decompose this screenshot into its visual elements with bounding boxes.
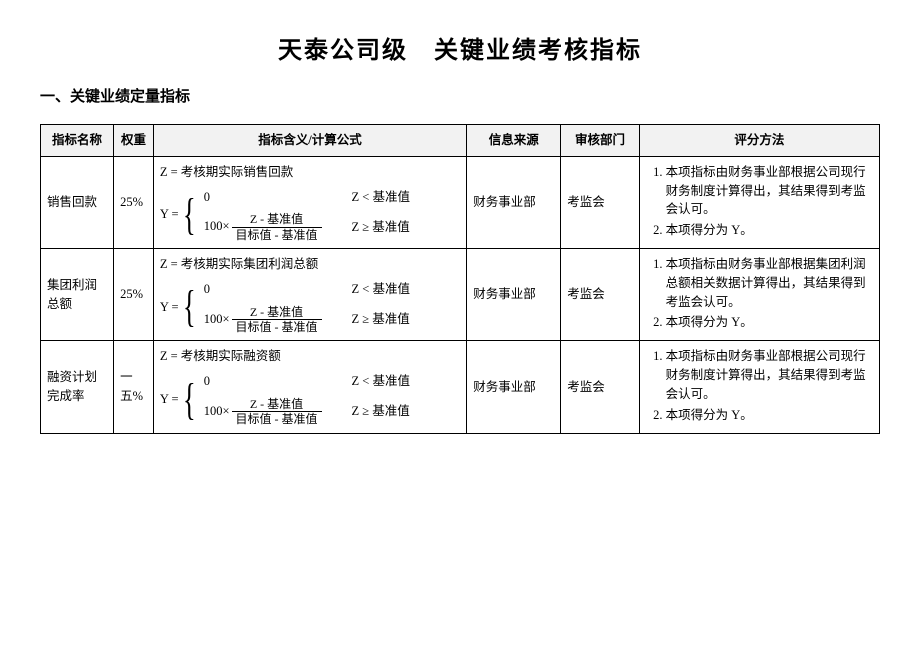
scoring-item: 本项得分为 Y。 bbox=[666, 313, 873, 332]
cell-scoring: 本项指标由财务事业部根据集团利润总额相关数据计算得出，其结果得到考监会认可。本项… bbox=[639, 249, 879, 341]
col-dept: 审核部门 bbox=[561, 125, 639, 157]
col-weight: 权重 bbox=[114, 125, 154, 157]
cell-source: 财务事业部 bbox=[467, 249, 561, 341]
table-row: 销售回款25% Z = 考核期实际销售回款 Y ={0 Z < 基准值 100×Z - … bbox=[41, 156, 880, 248]
case2-expr: 100×Z - 基准值目标值 - 基准值 bbox=[204, 212, 324, 242]
scoring-list: 本项指标由财务事业部根据公司现行财务制度计算得出，其结果得到考监会认可。本项得分… bbox=[646, 163, 873, 240]
case1-cond: Z < 基准值 bbox=[352, 280, 410, 299]
case2-cond: Z ≥ 基准值 bbox=[352, 218, 410, 237]
case2-expr: 100×Z - 基准值目标值 - 基准值 bbox=[204, 305, 324, 335]
table-row: 集团利润总额25% Z = 考核期实际集团利润总额 Y ={0 Z < 基准值 100×… bbox=[41, 249, 880, 341]
cell-source: 财务事业部 bbox=[467, 156, 561, 248]
cell-weight: 25% bbox=[114, 249, 154, 341]
cell-source: 财务事业部 bbox=[467, 341, 561, 433]
case2-cond: Z ≥ 基准值 bbox=[352, 310, 410, 329]
table-row: 融资计划完成率一五% Z = 考核期实际融资额 Y ={0 Z < 基准值 100×Z … bbox=[41, 341, 880, 433]
z-definition: Z = 考核期实际销售回款 bbox=[160, 163, 460, 182]
section-heading: 一、关键业绩定量指标 bbox=[40, 85, 880, 106]
kpi-table: 指标名称 权重 指标含义/计算公式 信息来源 审核部门 评分方法 销售回款25%… bbox=[40, 124, 880, 434]
case1-expr: 0 bbox=[204, 188, 324, 207]
scoring-item: 本项指标由财务事业部根据公司现行财务制度计算得出，其结果得到考监会认可。 bbox=[666, 163, 873, 219]
cell-name: 集团利润总额 bbox=[41, 249, 114, 341]
scoring-list: 本项指标由财务事业部根据公司现行财务制度计算得出，其结果得到考监会认可。本项得分… bbox=[646, 347, 873, 424]
col-formula: 指标含义/计算公式 bbox=[153, 125, 466, 157]
y-equals: Y = bbox=[160, 390, 179, 409]
cell-dept: 考监会 bbox=[561, 156, 639, 248]
piecewise-formula: Y ={0 Z < 基准值 100×Z - 基准值目标值 - 基准值 Z ≥ 基准值 bbox=[160, 280, 460, 335]
cell-formula: Z = 考核期实际销售回款 Y ={0 Z < 基准值 100×Z - 基准值目标值 … bbox=[153, 156, 466, 248]
cell-scoring: 本项指标由财务事业部根据公司现行财务制度计算得出，其结果得到考监会认可。本项得分… bbox=[639, 156, 879, 248]
piecewise-formula: Y ={0 Z < 基准值 100×Z - 基准值目标值 - 基准值 Z ≥ 基准值 bbox=[160, 188, 460, 243]
cases: 0 Z < 基准值 100×Z - 基准值目标值 - 基准值 Z ≥ 基准值 bbox=[204, 280, 410, 335]
case2-cond: Z ≥ 基准值 bbox=[352, 402, 410, 421]
cell-weight: 25% bbox=[114, 156, 154, 248]
case1-cond: Z < 基准值 bbox=[352, 372, 410, 391]
cell-dept: 考监会 bbox=[561, 249, 639, 341]
brace-icon: { bbox=[183, 196, 196, 233]
case2-expr: 100×Z - 基准值目标值 - 基准值 bbox=[204, 397, 324, 427]
scoring-list: 本项指标由财务事业部根据集团利润总额相关数据计算得出，其结果得到考监会认可。本项… bbox=[646, 255, 873, 332]
cases: 0 Z < 基准值 100×Z - 基准值目标值 - 基准值 Z ≥ 基准值 bbox=[204, 188, 410, 243]
case1-expr: 0 bbox=[204, 372, 324, 391]
cell-name: 销售回款 bbox=[41, 156, 114, 248]
brace-icon: { bbox=[183, 288, 196, 325]
col-name: 指标名称 bbox=[41, 125, 114, 157]
cell-dept: 考监会 bbox=[561, 341, 639, 433]
piecewise-formula: Y ={0 Z < 基准值 100×Z - 基准值目标值 - 基准值 Z ≥ 基准值 bbox=[160, 372, 460, 427]
case1-expr: 0 bbox=[204, 280, 324, 299]
page-title: 天泰公司级 关键业绩考核指标 bbox=[40, 30, 880, 65]
table-header-row: 指标名称 权重 指标含义/计算公式 信息来源 审核部门 评分方法 bbox=[41, 125, 880, 157]
cases: 0 Z < 基准值 100×Z - 基准值目标值 - 基准值 Z ≥ 基准值 bbox=[204, 372, 410, 427]
col-source: 信息来源 bbox=[467, 125, 561, 157]
cell-weight: 一五% bbox=[114, 341, 154, 433]
cell-formula: Z = 考核期实际集团利润总额 Y ={0 Z < 基准值 100×Z - 基准值目标… bbox=[153, 249, 466, 341]
col-scoring: 评分方法 bbox=[639, 125, 879, 157]
y-equals: Y = bbox=[160, 205, 179, 224]
scoring-item: 本项指标由财务事业部根据公司现行财务制度计算得出，其结果得到考监会认可。 bbox=[666, 347, 873, 403]
cell-scoring: 本项指标由财务事业部根据公司现行财务制度计算得出，其结果得到考监会认可。本项得分… bbox=[639, 341, 879, 433]
scoring-item: 本项得分为 Y。 bbox=[666, 221, 873, 240]
y-equals: Y = bbox=[160, 298, 179, 317]
z-definition: Z = 考核期实际集团利润总额 bbox=[160, 255, 460, 274]
z-definition: Z = 考核期实际融资额 bbox=[160, 347, 460, 366]
scoring-item: 本项指标由财务事业部根据集团利润总额相关数据计算得出，其结果得到考监会认可。 bbox=[666, 255, 873, 311]
brace-icon: { bbox=[183, 381, 196, 418]
case1-cond: Z < 基准值 bbox=[352, 188, 410, 207]
cell-name: 融资计划完成率 bbox=[41, 341, 114, 433]
cell-formula: Z = 考核期实际融资额 Y ={0 Z < 基准值 100×Z - 基准值目标值 -… bbox=[153, 341, 466, 433]
scoring-item: 本项得分为 Y。 bbox=[666, 406, 873, 425]
